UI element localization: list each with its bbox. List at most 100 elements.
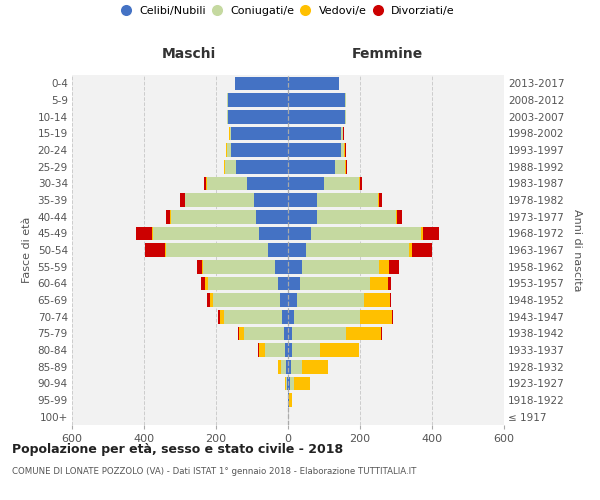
Text: Femmine: Femmine: [352, 47, 423, 61]
Bar: [227, 110, 288, 124]
Bar: [201, 276, 205, 290]
Bar: [289, 393, 292, 407]
Bar: [220, 310, 224, 324]
Bar: [335, 160, 345, 173]
Bar: [265, 343, 285, 357]
Bar: [346, 160, 347, 173]
Bar: [208, 276, 278, 290]
Bar: [164, 243, 166, 257]
Bar: [203, 260, 275, 274]
Bar: [288, 110, 345, 124]
Bar: [345, 110, 346, 124]
Bar: [341, 126, 343, 140]
Bar: [291, 360, 302, 374]
Bar: [288, 93, 345, 107]
Bar: [288, 193, 317, 207]
Bar: [344, 143, 345, 157]
Bar: [370, 276, 388, 290]
Text: COMUNE DI LONATE POZZOLO (VA) - Dati ISTAT 1° gennaio 2018 - Elaborazione TUTTIT: COMUNE DI LONATE POZZOLO (VA) - Dati IST…: [12, 468, 416, 476]
Bar: [306, 243, 409, 257]
Bar: [286, 376, 287, 390]
Bar: [288, 310, 295, 324]
Bar: [422, 226, 439, 240]
Bar: [280, 293, 288, 307]
Bar: [268, 243, 288, 257]
Bar: [288, 393, 289, 407]
Bar: [299, 276, 370, 290]
Bar: [288, 243, 306, 257]
Bar: [171, 210, 256, 224]
Bar: [317, 210, 396, 224]
Bar: [259, 343, 265, 357]
Text: Maschi: Maschi: [161, 47, 216, 61]
Bar: [288, 260, 302, 274]
Bar: [205, 276, 208, 290]
Bar: [320, 343, 359, 357]
Bar: [346, 326, 381, 340]
Bar: [379, 260, 389, 274]
Bar: [214, 293, 280, 307]
Bar: [378, 193, 379, 207]
Y-axis label: Fasce di età: Fasce di età: [22, 217, 32, 283]
Bar: [288, 143, 341, 157]
Bar: [302, 360, 328, 374]
Bar: [288, 76, 339, 90]
Y-axis label: Anni di nascita: Anni di nascita: [572, 208, 581, 291]
Bar: [231, 143, 288, 157]
Bar: [292, 326, 346, 340]
Bar: [379, 193, 382, 207]
Bar: [197, 260, 202, 274]
Bar: [290, 376, 294, 390]
Bar: [235, 76, 288, 90]
Bar: [288, 326, 292, 340]
Bar: [284, 326, 288, 340]
Bar: [389, 260, 399, 274]
Bar: [256, 210, 288, 224]
Bar: [205, 176, 206, 190]
Bar: [285, 343, 288, 357]
Bar: [181, 193, 185, 207]
Bar: [288, 226, 311, 240]
Bar: [152, 226, 153, 240]
Bar: [288, 176, 324, 190]
Text: Popolazione per età, sesso e stato civile - 2018: Popolazione per età, sesso e stato civil…: [12, 442, 343, 456]
Bar: [412, 243, 432, 257]
Bar: [345, 93, 346, 107]
Bar: [185, 193, 254, 207]
Bar: [244, 326, 284, 340]
Bar: [288, 376, 290, 390]
Bar: [259, 226, 288, 240]
Bar: [275, 260, 288, 274]
Bar: [287, 376, 288, 390]
Bar: [292, 343, 320, 357]
Bar: [207, 176, 247, 190]
Bar: [210, 293, 214, 307]
Bar: [281, 310, 288, 324]
Bar: [360, 310, 392, 324]
Bar: [317, 193, 378, 207]
Bar: [311, 226, 421, 240]
Bar: [389, 293, 391, 307]
Bar: [227, 143, 231, 157]
Bar: [136, 226, 152, 240]
Bar: [170, 210, 171, 224]
Bar: [236, 160, 288, 173]
Bar: [295, 310, 360, 324]
Bar: [286, 360, 288, 374]
Bar: [392, 310, 393, 324]
Bar: [218, 310, 220, 324]
Bar: [226, 143, 227, 157]
Bar: [224, 160, 225, 173]
Bar: [288, 293, 297, 307]
Bar: [227, 93, 288, 107]
Bar: [254, 193, 288, 207]
Bar: [397, 210, 402, 224]
Bar: [230, 126, 231, 140]
Bar: [360, 176, 362, 190]
Bar: [288, 210, 317, 224]
Bar: [364, 293, 389, 307]
Bar: [225, 160, 236, 173]
Bar: [278, 360, 281, 374]
Bar: [258, 343, 259, 357]
Bar: [396, 210, 397, 224]
